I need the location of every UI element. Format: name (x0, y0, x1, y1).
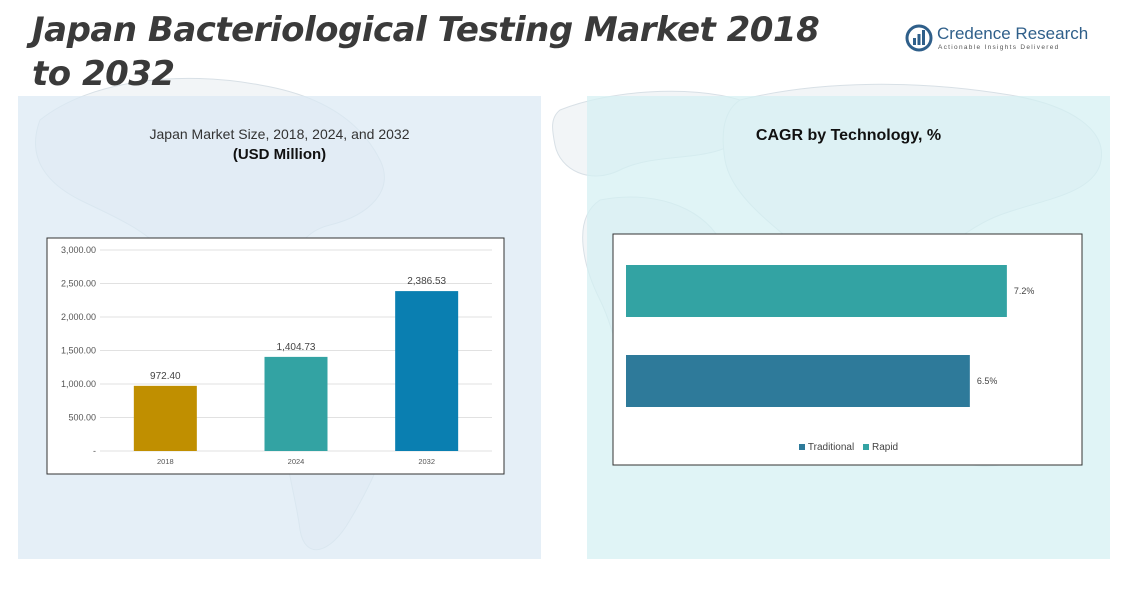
cagr-value-label: 7.2% (1014, 286, 1035, 296)
legend-item-rapid: Rapid (862, 442, 899, 453)
legend-item-traditional: Traditional (798, 442, 855, 453)
legend-swatch-rapid (862, 444, 869, 451)
bar-2018 (133, 385, 197, 451)
bar-2032 (395, 291, 459, 451)
y-tick-label: 1,500.00 (61, 346, 96, 356)
y-tick-label: 1,000.00 (61, 379, 96, 389)
bar-value-label: 972.40 (150, 371, 181, 382)
brand-logo: Credence Research Actionable Insights De… (905, 22, 1105, 58)
x-tick-label: 2032 (418, 457, 435, 466)
page-title: Japan Bacteriological Testing Market 201… (32, 10, 820, 94)
y-tick-label: 2,000.00 (61, 312, 96, 322)
y-tick-label: - (93, 446, 96, 456)
legend-label-rapid: Rapid (871, 442, 899, 453)
logo-name: Credence Research (937, 24, 1089, 43)
logo-tagline: Actionable Insights Delivered (938, 44, 1060, 51)
cagr-value-label: 6.5% (977, 376, 998, 386)
cagr-bar-chart: 7.2% 6.5% (612, 233, 1083, 466)
bar-value-label: 2,386.53 (407, 276, 446, 287)
cagr-bar-traditional (626, 355, 970, 407)
market-size-panel: Japan Market Size, 2018, 2024, and 2032 … (18, 96, 541, 559)
bar-2024 (264, 356, 328, 451)
bar-value-label: 1,404.73 (277, 342, 316, 353)
credence-logo-icon (905, 24, 933, 52)
market-size-bar-chart: - 500.00 1,000.00 1,500.00 2,000.00 2,500.00 3… (46, 237, 505, 475)
market-size-chart-title: Japan Market Size, 2018, 2024, and 2032 (149, 126, 410, 142)
cagr-chart-title: CAGR by Technology, % (755, 127, 942, 144)
y-tick-label: 2,500.00 (61, 279, 96, 289)
legend-label-traditional: Traditional (807, 442, 855, 453)
legend-swatch-traditional (798, 444, 805, 451)
cagr-bar-rapid (626, 265, 1007, 317)
cagr-legend: Traditional Rapid (587, 442, 1110, 453)
y-tick-label: 3,000.00 (61, 245, 96, 255)
x-tick-label: 2024 (288, 457, 305, 466)
cagr-panel: CAGR by Technology, % 7.2% 6.5% Tradition… (587, 96, 1110, 559)
y-tick-label: 500.00 (68, 413, 96, 423)
market-size-chart-subtitle: (USD Million) (232, 146, 327, 163)
x-tick-label: 2018 (157, 457, 174, 466)
